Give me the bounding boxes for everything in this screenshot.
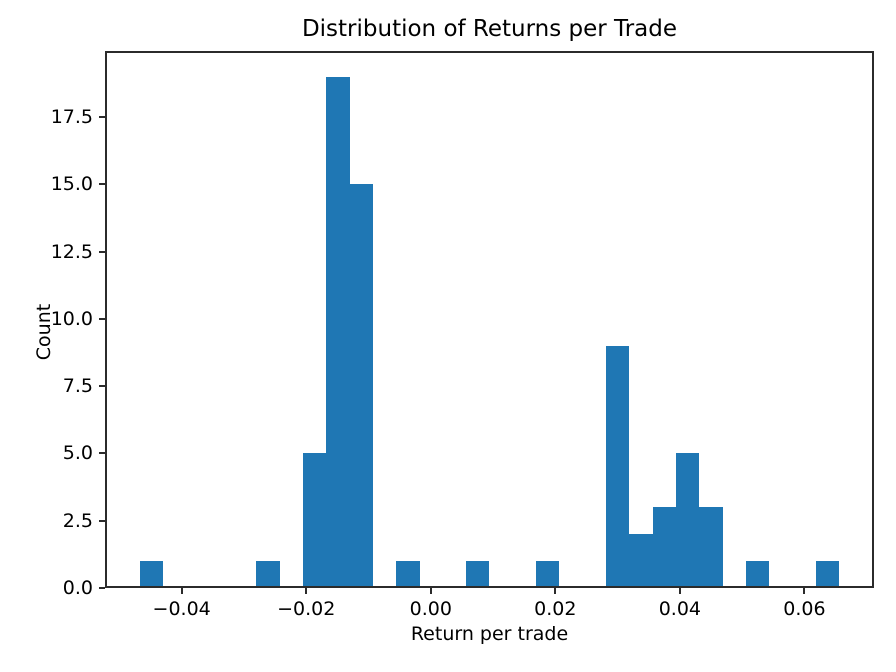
histogram-bar bbox=[699, 507, 723, 586]
histogram-bar bbox=[536, 561, 560, 586]
histogram-bar bbox=[396, 561, 420, 586]
histogram-bar bbox=[606, 345, 630, 586]
x-tick-label: −0.04 bbox=[152, 598, 211, 620]
histogram-bar bbox=[139, 561, 164, 586]
y-tick bbox=[99, 519, 105, 522]
y-tick bbox=[99, 385, 105, 388]
y-tick bbox=[99, 452, 105, 455]
y-tick-label: 2.5 bbox=[62, 509, 93, 532]
histogram-bar bbox=[629, 534, 653, 586]
x-tick-label: −0.02 bbox=[277, 598, 336, 620]
x-tick bbox=[554, 588, 557, 594]
histogram-bar bbox=[303, 453, 327, 586]
histogram-bar bbox=[675, 453, 700, 586]
x-axis-label: Return per trade bbox=[410, 623, 569, 645]
x-tick bbox=[305, 588, 308, 594]
y-tick-label: 7.5 bbox=[62, 375, 93, 398]
x-tick-label: 0.00 bbox=[409, 598, 452, 620]
y-tick-label: 17.5 bbox=[50, 105, 93, 128]
y-tick-label: 12.5 bbox=[50, 240, 93, 263]
y-tick bbox=[99, 183, 105, 186]
histogram-bar bbox=[326, 76, 350, 586]
y-tick bbox=[99, 587, 105, 589]
histogram-bar bbox=[815, 561, 840, 586]
histogram-bar bbox=[652, 507, 676, 586]
x-tick bbox=[803, 588, 806, 594]
x-tick bbox=[678, 588, 681, 594]
histogram-bar bbox=[745, 561, 770, 586]
y-tick-label: 5.0 bbox=[62, 442, 93, 465]
x-tick bbox=[180, 588, 183, 594]
x-tick-label: 0.06 bbox=[783, 598, 826, 620]
histogram-bar bbox=[349, 184, 373, 586]
y-tick-label: 15.0 bbox=[50, 173, 93, 196]
histogram-bar bbox=[256, 561, 280, 586]
y-tick bbox=[99, 317, 105, 320]
plot-area bbox=[105, 51, 874, 588]
y-tick bbox=[99, 115, 105, 118]
y-tick-label: 10.0 bbox=[50, 307, 93, 330]
y-tick bbox=[99, 250, 105, 253]
x-tick bbox=[429, 588, 432, 594]
chart-title: Distribution of Returns per Trade bbox=[301, 16, 678, 42]
histogram-bar bbox=[466, 561, 490, 586]
x-tick-label: 0.04 bbox=[658, 598, 702, 620]
x-tick-label: 0.02 bbox=[534, 598, 577, 620]
y-tick-label: 0.0 bbox=[62, 577, 93, 599]
